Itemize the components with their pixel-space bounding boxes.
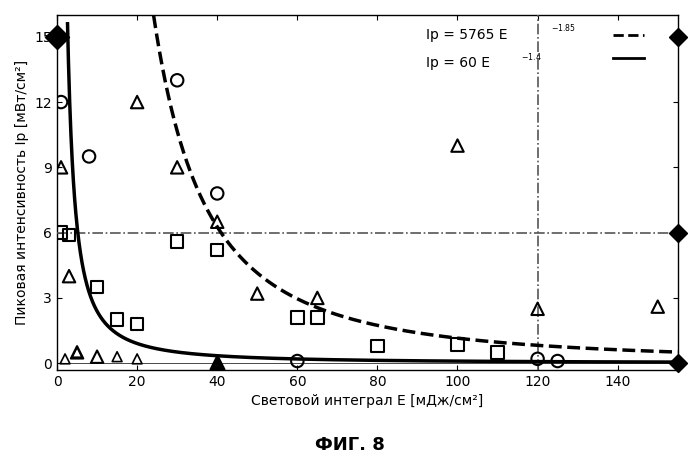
- Point: [55, 164, 66, 171]
- Text: $^{-1.4}$: $^{-1.4}$: [521, 53, 542, 63]
- Point: [212, 247, 223, 254]
- Point: [171, 76, 182, 84]
- Point: [131, 355, 143, 363]
- Point: [212, 190, 223, 197]
- Point: [71, 349, 82, 356]
- X-axis label: Световой интеграл E [мДж/см²]: Световой интеграл E [мДж/см²]: [251, 394, 484, 408]
- Point: [312, 294, 323, 302]
- Text: Ip = 5765 E: Ip = 5765 E: [426, 27, 508, 41]
- Point: [372, 342, 383, 349]
- Point: [212, 218, 223, 225]
- Point: [55, 229, 66, 236]
- Point: [492, 349, 503, 356]
- Point: [171, 238, 182, 245]
- Legend: , : ,: [608, 25, 659, 71]
- Point: [212, 359, 223, 366]
- Point: [92, 283, 103, 291]
- Point: [112, 353, 123, 360]
- Point: [652, 303, 663, 310]
- Text: Ip = 60 E: Ip = 60 E: [426, 56, 491, 70]
- Point: [83, 153, 94, 160]
- Point: [252, 290, 263, 297]
- Point: [552, 357, 563, 364]
- Point: [291, 357, 303, 364]
- Point: [59, 355, 71, 363]
- Point: [131, 98, 143, 106]
- Text: $^{-1.85}$: $^{-1.85}$: [551, 24, 575, 34]
- Point: [52, 33, 63, 40]
- Point: [71, 349, 82, 356]
- Point: [532, 355, 543, 363]
- Point: [452, 341, 463, 349]
- Y-axis label: Пиковая интенсивность Ip [мВт/см²]: Пиковая интенсивность Ip [мВт/см²]: [15, 60, 29, 325]
- Point: [532, 305, 543, 313]
- Point: [171, 164, 182, 171]
- Point: [312, 314, 323, 321]
- Point: [55, 98, 66, 106]
- Point: [112, 316, 123, 324]
- Text: ФИГ. 8: ФИГ. 8: [315, 436, 384, 455]
- Point: [452, 142, 463, 149]
- Point: [64, 231, 75, 238]
- Point: [131, 320, 143, 328]
- Point: [291, 314, 303, 321]
- Point: [64, 273, 75, 280]
- Point: [92, 353, 103, 360]
